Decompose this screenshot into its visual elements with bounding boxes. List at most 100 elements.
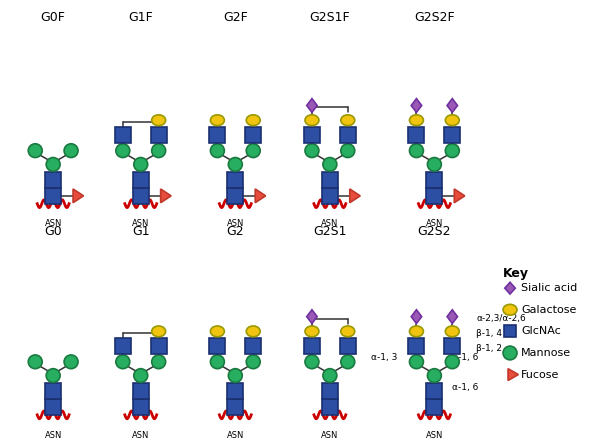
Polygon shape <box>411 310 422 324</box>
Bar <box>227 383 243 399</box>
Ellipse shape <box>341 326 355 337</box>
Ellipse shape <box>246 326 260 337</box>
Bar <box>409 338 424 354</box>
Polygon shape <box>454 189 465 203</box>
Text: G0F: G0F <box>41 11 65 24</box>
Circle shape <box>503 346 517 360</box>
Circle shape <box>46 157 60 171</box>
Circle shape <box>229 157 242 171</box>
Circle shape <box>323 369 337 382</box>
Circle shape <box>445 355 459 369</box>
Ellipse shape <box>246 115 260 126</box>
Text: Galactose: Galactose <box>521 305 577 315</box>
Text: Fucose: Fucose <box>521 370 559 380</box>
Polygon shape <box>161 189 171 203</box>
Circle shape <box>134 369 148 382</box>
Bar <box>340 338 356 354</box>
Circle shape <box>409 144 424 157</box>
Bar <box>227 172 243 188</box>
Bar <box>209 338 226 354</box>
Text: ASN: ASN <box>132 219 149 229</box>
Bar <box>245 127 261 143</box>
Ellipse shape <box>445 115 459 126</box>
Bar <box>45 399 61 415</box>
Bar <box>427 188 442 204</box>
Polygon shape <box>350 189 360 203</box>
Text: ASN: ASN <box>425 219 443 229</box>
Circle shape <box>341 355 355 369</box>
Text: ASN: ASN <box>227 431 244 439</box>
Circle shape <box>229 369 242 382</box>
Text: G1F: G1F <box>128 11 153 24</box>
Bar <box>133 383 149 399</box>
Bar <box>504 325 516 337</box>
Bar <box>151 127 167 143</box>
Circle shape <box>28 144 42 157</box>
Text: α-2,3/α-2,6: α-2,3/α-2,6 <box>476 314 526 323</box>
Polygon shape <box>73 189 83 203</box>
Text: Sialic acid: Sialic acid <box>521 283 577 293</box>
Bar <box>151 338 167 354</box>
Ellipse shape <box>305 115 319 126</box>
Ellipse shape <box>152 115 166 126</box>
Circle shape <box>64 144 78 157</box>
Text: G2S2F: G2S2F <box>414 11 455 24</box>
Circle shape <box>211 144 224 157</box>
Text: G2S1F: G2S1F <box>310 11 350 24</box>
Circle shape <box>211 355 224 369</box>
Circle shape <box>445 144 459 157</box>
Ellipse shape <box>445 326 459 337</box>
Ellipse shape <box>409 115 424 126</box>
Polygon shape <box>307 310 317 324</box>
Bar <box>209 127 226 143</box>
Text: ASN: ASN <box>321 219 338 229</box>
Ellipse shape <box>409 326 424 337</box>
Circle shape <box>305 144 319 157</box>
Polygon shape <box>508 369 518 381</box>
Circle shape <box>427 157 442 171</box>
Bar <box>304 338 320 354</box>
Circle shape <box>152 355 166 369</box>
Bar <box>45 383 61 399</box>
Text: G2F: G2F <box>223 11 248 24</box>
Ellipse shape <box>305 326 319 337</box>
Circle shape <box>427 369 442 382</box>
Bar <box>322 399 338 415</box>
Bar <box>445 127 460 143</box>
Text: β-1, 4: β-1, 4 <box>476 329 502 338</box>
Text: Key: Key <box>503 267 529 279</box>
Text: ASN: ASN <box>227 219 244 229</box>
Bar <box>45 172 61 188</box>
Bar <box>45 188 61 204</box>
Polygon shape <box>505 282 515 294</box>
Text: Mannose: Mannose <box>521 348 571 358</box>
Bar <box>133 188 149 204</box>
Bar <box>227 399 243 415</box>
Circle shape <box>134 157 148 171</box>
Bar <box>133 399 149 415</box>
Polygon shape <box>447 99 458 112</box>
Bar <box>245 338 261 354</box>
Ellipse shape <box>341 115 355 126</box>
Bar <box>427 383 442 399</box>
Polygon shape <box>255 189 266 203</box>
Text: ASN: ASN <box>44 219 62 229</box>
Text: G0: G0 <box>44 225 62 238</box>
Text: G1: G1 <box>132 225 149 238</box>
Text: G2S1: G2S1 <box>313 225 347 238</box>
Bar <box>115 338 131 354</box>
Bar <box>322 172 338 188</box>
Bar <box>322 188 338 204</box>
Bar <box>409 127 424 143</box>
Text: ASN: ASN <box>321 431 338 439</box>
Ellipse shape <box>211 115 224 126</box>
Bar <box>133 172 149 188</box>
Circle shape <box>152 144 166 157</box>
Circle shape <box>305 355 319 369</box>
Polygon shape <box>447 310 458 324</box>
Bar <box>115 127 131 143</box>
Circle shape <box>323 157 337 171</box>
Circle shape <box>116 355 130 369</box>
Text: ASN: ASN <box>425 431 443 439</box>
Text: α-1, 3: α-1, 3 <box>371 353 398 362</box>
